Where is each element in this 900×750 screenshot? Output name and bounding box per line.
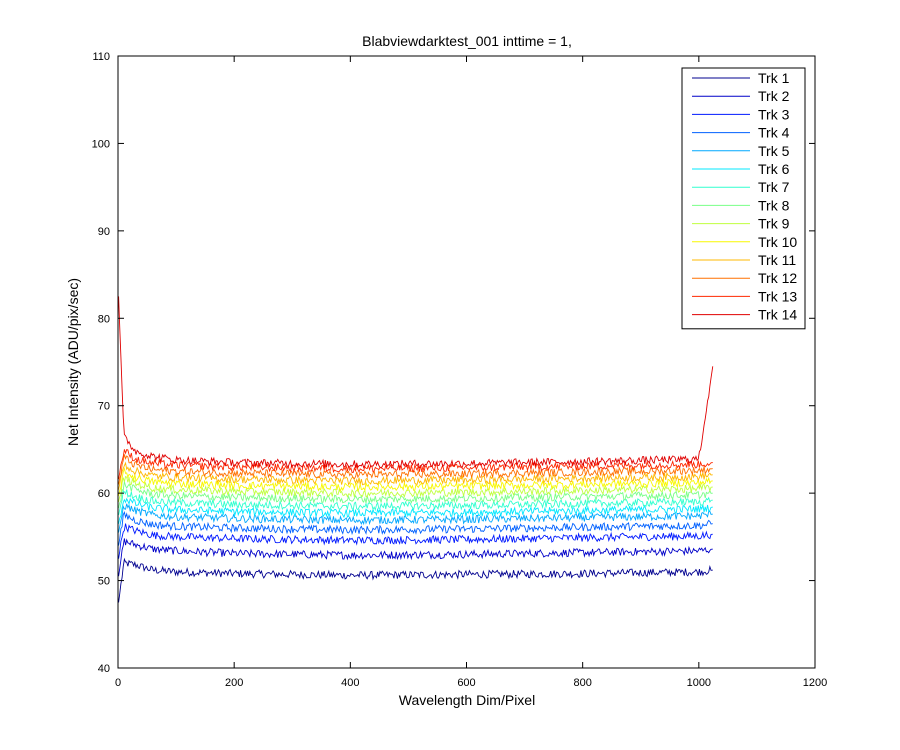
- y-tick-label: 70: [98, 401, 110, 413]
- series-line-trk-8: [118, 481, 713, 509]
- legend-label: Trk 1: [758, 70, 790, 86]
- y-tick-label: 50: [98, 576, 110, 588]
- legend-label: Trk 9: [758, 216, 790, 232]
- x-tick-label: 600: [457, 677, 475, 689]
- x-tick-label: 1200: [803, 677, 827, 689]
- x-axis-label: Wavelength Dim/Pixel: [399, 692, 535, 708]
- y-tick-label: 80: [98, 313, 110, 325]
- y-tick-label: 40: [98, 663, 110, 675]
- series-line-trk-10: [118, 466, 713, 496]
- y-tick-label: 60: [98, 488, 110, 500]
- series-line-trk-5: [118, 503, 713, 533]
- legend-box: [681, 67, 806, 330]
- legend: Trk 1 Trk 2 Trk 3 Trk 4 Trk 5 Trk 6 Trk 7 Trk 8…: [681, 67, 806, 330]
- legend-label: Trk 3: [758, 106, 790, 122]
- series-line-trk-13: [118, 449, 713, 480]
- series-line-trk-2: [118, 538, 713, 577]
- legend-label: Trk 13: [758, 288, 797, 304]
- y-axis-ticks: 40 50 60 70 80 90 100 110: [92, 51, 815, 675]
- y-tick-label: 100: [92, 138, 110, 150]
- legend-label: Trk 6: [758, 161, 790, 177]
- legend-label: Trk 8: [758, 197, 790, 213]
- series-line-trk-9: [118, 475, 713, 502]
- legend-label: Trk 5: [758, 143, 790, 159]
- series-line-trk-7: [118, 489, 713, 516]
- legend-label: Trk 14: [758, 307, 797, 323]
- legend-label: Trk 4: [758, 125, 790, 141]
- legend-label: Trk 2: [758, 88, 790, 104]
- chart-title: Blabviewdarktest_001 inttime = 1,: [362, 33, 572, 49]
- legend-label: Trk 10: [758, 234, 797, 250]
- series-line-trk-3: [118, 523, 713, 559]
- x-tick-label: 0: [115, 677, 121, 689]
- x-axis-ticks: 0 200 400 600 800 1000 1200: [115, 56, 827, 689]
- x-tick-label: 400: [341, 677, 359, 689]
- legend-label: Trk 12: [758, 270, 797, 286]
- y-tick-label: 110: [92, 51, 110, 63]
- series-line-trk-6: [118, 497, 713, 524]
- series-line-trk-12: [118, 454, 713, 485]
- series-line-trk-11: [118, 461, 713, 490]
- series-line-trk-1: [118, 557, 713, 603]
- y-tick-label: 90: [98, 226, 110, 238]
- x-tick-label: 1000: [687, 677, 711, 689]
- legend-label: Trk 11: [758, 252, 796, 268]
- x-tick-label: 200: [225, 677, 243, 689]
- series-line-trk-14: [118, 296, 714, 469]
- y-axis-label: Net Intensity (ADU/pix/sec): [65, 278, 81, 446]
- series-lines: [118, 296, 714, 603]
- series-line-trk-4: [118, 511, 713, 546]
- x-tick-label: 800: [573, 677, 591, 689]
- legend-label: Trk 7: [758, 179, 790, 195]
